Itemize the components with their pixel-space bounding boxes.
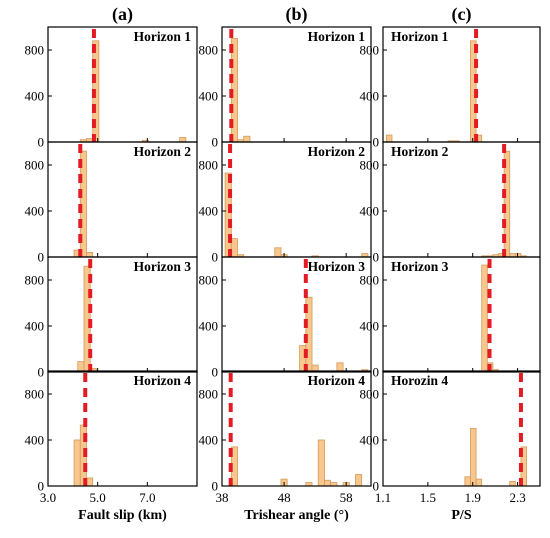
histogram-bar bbox=[274, 247, 282, 258]
histogram-bar bbox=[317, 439, 325, 487]
y-tick-label: 800 bbox=[25, 43, 45, 58]
panel-frame bbox=[382, 26, 541, 143]
panel-label: Horizon 2 bbox=[391, 144, 449, 159]
y-tick-label: 0 bbox=[373, 365, 380, 380]
panel-label: Horizon 1 bbox=[308, 29, 366, 44]
panel-frame bbox=[47, 26, 198, 143]
y-tick-label: 800 bbox=[199, 43, 219, 58]
column-title: (c) bbox=[452, 4, 472, 25]
histogram-bar bbox=[230, 238, 238, 258]
y-tick-label: 800 bbox=[199, 158, 219, 173]
panel-frame bbox=[382, 141, 541, 258]
panel-label: Horizon 3 bbox=[308, 259, 366, 274]
y-tick-label: 0 bbox=[373, 250, 380, 265]
y-tick-label: 400 bbox=[199, 433, 219, 448]
y-tick-label: 0 bbox=[38, 479, 45, 494]
y-tick-label: 400 bbox=[199, 89, 219, 104]
panel-label: Horizon 4 bbox=[308, 373, 366, 388]
y-tick-label: 0 bbox=[373, 135, 380, 150]
y-tick-label: 800 bbox=[199, 273, 219, 288]
panel-frame bbox=[382, 370, 541, 487]
column-title: (a) bbox=[112, 4, 133, 25]
panel-label: Horizon 1 bbox=[134, 29, 192, 44]
panel-label: Horizon 3 bbox=[391, 259, 449, 274]
histogram-bar bbox=[324, 479, 332, 487]
panel-frame bbox=[221, 370, 372, 487]
histogram-bar bbox=[509, 480, 516, 487]
histogram-bar bbox=[224, 172, 232, 258]
y-tick-label: 400 bbox=[360, 433, 380, 448]
column-title: (b) bbox=[286, 4, 308, 25]
y-tick-label: 400 bbox=[25, 433, 45, 448]
x-tick-label: 5.0 bbox=[90, 490, 106, 505]
y-tick-label: 800 bbox=[25, 158, 45, 173]
panel-label: Horizon 1 bbox=[391, 29, 449, 44]
histogram-bar bbox=[86, 477, 94, 487]
histogram-bar bbox=[243, 135, 251, 143]
panel-frame bbox=[221, 26, 372, 143]
histogram-bar bbox=[73, 439, 81, 487]
y-tick-label: 0 bbox=[212, 479, 219, 494]
x-tick-label: 1.9 bbox=[465, 490, 481, 505]
y-tick-label: 0 bbox=[212, 250, 219, 265]
x-tick-label: 58 bbox=[340, 490, 353, 505]
histogram-bar bbox=[179, 136, 187, 143]
panel-frame bbox=[47, 256, 198, 373]
panel-frame bbox=[47, 370, 198, 487]
y-tick-label: 0 bbox=[212, 365, 219, 380]
panel-frame bbox=[47, 141, 198, 258]
y-tick-label: 0 bbox=[38, 250, 45, 265]
y-tick-label: 800 bbox=[360, 273, 380, 288]
y-tick-label: 0 bbox=[38, 135, 45, 150]
y-tick-label: 0 bbox=[212, 135, 219, 150]
histogram-bar bbox=[470, 428, 477, 487]
x-tick-label: 48 bbox=[278, 490, 291, 505]
histogram-bar bbox=[475, 478, 483, 487]
y-tick-label: 400 bbox=[199, 319, 219, 334]
panel-frame bbox=[221, 141, 372, 258]
y-tick-label: 400 bbox=[25, 319, 45, 334]
y-tick-label: 400 bbox=[25, 204, 45, 219]
histogram-bar bbox=[385, 134, 393, 143]
y-tick-label: 800 bbox=[360, 158, 380, 173]
y-tick-label: 800 bbox=[360, 43, 380, 58]
x-tick-label: 2.3 bbox=[509, 490, 525, 505]
y-tick-label: 800 bbox=[25, 387, 45, 402]
x-tick-label: 1.1 bbox=[375, 490, 391, 505]
histogram-bar bbox=[86, 251, 94, 258]
y-tick-label: 800 bbox=[360, 387, 380, 402]
y-tick-label: 800 bbox=[25, 273, 45, 288]
histogram-bar bbox=[481, 264, 488, 373]
y-tick-label: 400 bbox=[360, 204, 380, 219]
panel-frame bbox=[221, 256, 372, 373]
x-tick-label: 3.0 bbox=[40, 490, 56, 505]
x-axis-label: Trishear angle (°) bbox=[244, 508, 349, 523]
x-axis-label: P/S bbox=[451, 508, 471, 523]
panel-label: Horizon 3 bbox=[134, 259, 192, 274]
y-tick-label: 400 bbox=[360, 89, 380, 104]
y-tick-label: 800 bbox=[199, 387, 219, 402]
panel-label: Horizon 2 bbox=[308, 144, 366, 159]
y-tick-label: 400 bbox=[199, 204, 219, 219]
x-tick-label: 1.5 bbox=[420, 490, 436, 505]
y-tick-label: 400 bbox=[360, 319, 380, 334]
panel-label: Horizon 4 bbox=[134, 373, 192, 388]
histogram-bar bbox=[355, 474, 363, 487]
x-tick-label: 7.0 bbox=[139, 490, 155, 505]
y-tick-label: 0 bbox=[38, 365, 45, 380]
histogram-bar bbox=[464, 476, 471, 487]
x-tick-label: 38 bbox=[216, 490, 229, 505]
panel-label: Horozin 4 bbox=[391, 373, 448, 388]
y-tick-label: 0 bbox=[373, 479, 380, 494]
x-axis-label: Fault slip (km) bbox=[78, 508, 167, 523]
y-tick-label: 400 bbox=[25, 89, 45, 104]
panel-frame bbox=[382, 256, 541, 373]
panel-label: Horizon 2 bbox=[134, 144, 192, 159]
